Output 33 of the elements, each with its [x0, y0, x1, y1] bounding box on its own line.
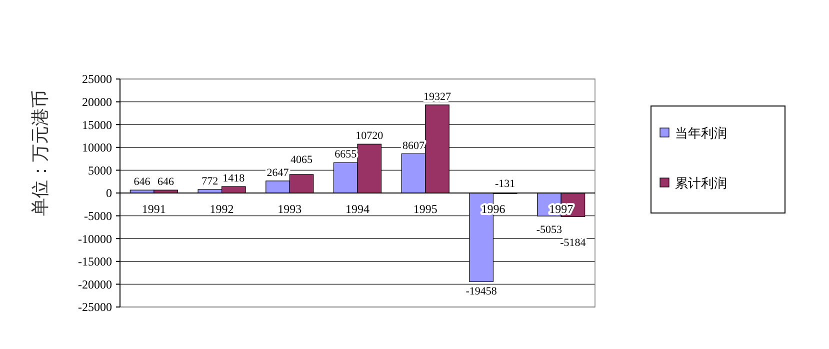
data-label: -5053 — [536, 224, 563, 236]
data-label: 4065 — [290, 154, 314, 166]
data-label: 2647 — [266, 166, 290, 179]
data-label: -19458 — [466, 286, 498, 298]
data-label: 646 — [134, 176, 151, 188]
data-label: 19327 — [423, 90, 452, 103]
y-tick-label: 0 — [106, 186, 112, 200]
y-tick-label: -15000 — [78, 254, 112, 269]
data-label: -131 — [495, 178, 516, 190]
data-label: 1418 — [222, 172, 246, 185]
legend-label: 累计利润 — [675, 176, 727, 192]
y-tick-label: 20000 — [82, 95, 112, 109]
y-tick-label: 15000 — [82, 118, 112, 132]
x-tick-label: 1991 — [142, 202, 166, 216]
x-tick-label: 1993 — [278, 202, 302, 216]
x-tick-label: 1995 — [413, 202, 438, 216]
data-label: -5184 — [560, 237, 586, 249]
y-tick-label: 10000 — [82, 140, 112, 155]
x-tick-label: 1994 — [346, 202, 370, 216]
x-tick-label: 1997 — [549, 202, 574, 216]
data-label: 10720 — [356, 130, 384, 142]
data-label: 772 — [202, 175, 218, 188]
y-axis-title: 单位：万元港币 — [30, 90, 51, 216]
y-tick-label: -25000 — [78, 300, 112, 314]
y-tick-label: -20000 — [78, 277, 112, 292]
legend-label: 当年利润 — [675, 126, 727, 142]
data-label: 6655 — [334, 148, 358, 161]
y-tick-label: -5000 — [84, 209, 112, 223]
x-tick-label: 1992 — [210, 202, 234, 216]
y-tick-label: 5000 — [88, 163, 112, 178]
y-tick-label: 25000 — [82, 72, 112, 86]
y-tick-label: -10000 — [78, 232, 112, 246]
data-label: 646 — [158, 176, 175, 188]
